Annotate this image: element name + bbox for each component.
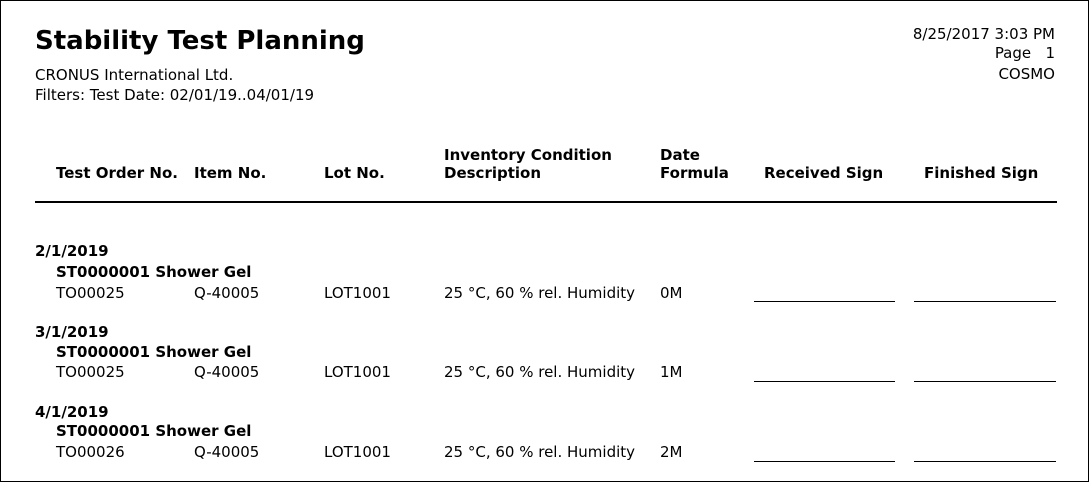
item-no: Q-40005 (194, 284, 260, 302)
group-date: 4/1/2019 (35, 403, 109, 421)
received-sign-line (754, 381, 895, 382)
date-formula: 0M (660, 284, 683, 302)
col-header-inventory-condition-line2: Description (444, 164, 542, 182)
lot-no: LOT1001 (324, 443, 391, 461)
test-order-no: TO00025 (56, 363, 125, 381)
header-divider (35, 201, 1057, 203)
inventory-condition: 25 °C, 60 % rel. Humidity (444, 443, 636, 461)
group-date: 3/1/2019 (35, 323, 109, 341)
report-user: COSMO (998, 65, 1055, 83)
col-header-item-no: Item No. (194, 164, 267, 182)
inventory-condition: 25 °C, 60 % rel. Humidity (444, 363, 636, 381)
company-name: CRONUS International Ltd. (35, 66, 234, 84)
filters-text: Filters: Test Date: 02/01/19..04/01/19 (35, 86, 315, 104)
received-sign-line (754, 301, 895, 302)
col-header-test-order: Test Order No. (56, 164, 178, 182)
date-formula: 2M (660, 443, 683, 461)
group-date: 2/1/2019 (35, 242, 109, 260)
group-item: ST0000001 Shower Gel (56, 422, 252, 440)
item-no: Q-40005 (194, 363, 260, 381)
col-header-date-formula: Date Formula (660, 146, 729, 182)
lot-no: LOT1001 (324, 363, 391, 381)
finished-sign-line (914, 301, 1056, 302)
inventory-condition: 25 °C, 60 % rel. Humidity (444, 284, 636, 302)
group-item: ST0000001 Shower Gel (56, 343, 252, 361)
group-item: ST0000001 Shower Gel (56, 263, 252, 281)
col-header-finished-sign: Finished Sign (924, 164, 1039, 182)
col-header-inventory-condition-line1: Inventory Condition (444, 146, 612, 164)
page-label: Page (994, 44, 1032, 62)
date-formula: 1M (660, 363, 683, 381)
finished-sign-line (914, 381, 1056, 382)
col-header-date-formula-line1: Date (660, 146, 700, 164)
test-order-no: TO00026 (56, 443, 125, 461)
col-header-lot-no: Lot No. (324, 164, 385, 182)
col-header-inventory-condition: Inventory Condition Description (444, 146, 612, 182)
lot-no: LOT1001 (324, 284, 391, 302)
report-title: Stability Test Planning (35, 26, 365, 56)
report-datetime: 8/25/2017 3:03 PM (912, 25, 1055, 43)
test-order-no: TO00025 (56, 284, 125, 302)
col-header-date-formula-line2: Formula (660, 164, 729, 182)
item-no: Q-40005 (194, 443, 260, 461)
page-number: 1 (1045, 44, 1055, 62)
received-sign-line (754, 461, 895, 462)
col-header-received-sign: Received Sign (764, 164, 884, 182)
finished-sign-line (914, 461, 1056, 462)
page-indicator: Page 1 (995, 44, 1055, 62)
